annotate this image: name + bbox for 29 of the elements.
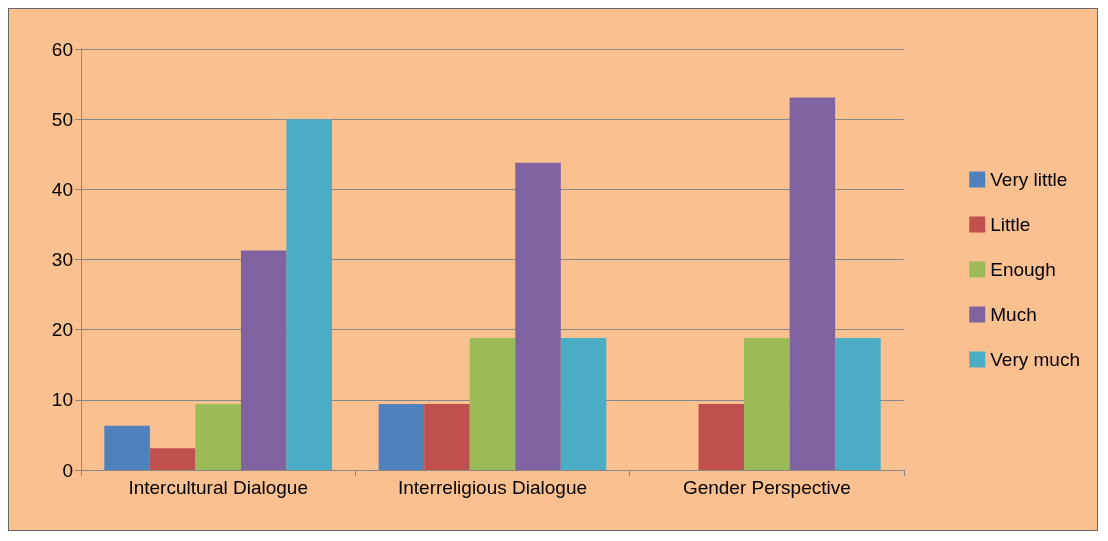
bar [195, 404, 241, 470]
bar [698, 404, 745, 470]
bar [515, 162, 561, 470]
y-tick-label: 60 [51, 38, 73, 60]
bar [789, 97, 836, 470]
legend-label: Little [990, 214, 1031, 235]
x-tick-label: Interreligious Dialogue [397, 477, 588, 498]
bar [104, 425, 150, 470]
y-tick-label: 0 [62, 459, 73, 481]
bar [149, 448, 196, 470]
x-tick-label: Gender Perspective [682, 477, 851, 498]
bar [560, 338, 607, 470]
y-tick-label: 10 [51, 389, 73, 411]
legend-label: Very much [990, 349, 1081, 370]
bar [469, 338, 516, 470]
y-tick-label: 40 [51, 178, 73, 200]
legend-label: Very little [990, 169, 1068, 190]
legend-label: Enough [990, 259, 1056, 280]
bar [378, 404, 425, 470]
bar [286, 119, 333, 470]
y-tick-label: 20 [51, 319, 73, 341]
y-tick-label: 50 [51, 108, 73, 130]
legend-label: Much [990, 304, 1037, 325]
bar [240, 250, 287, 470]
bar [744, 338, 790, 470]
bar [835, 338, 881, 470]
bar [424, 404, 470, 470]
x-tick-label: Intercultural Dialogue [128, 477, 308, 498]
y-tick-label: 30 [51, 249, 73, 270]
